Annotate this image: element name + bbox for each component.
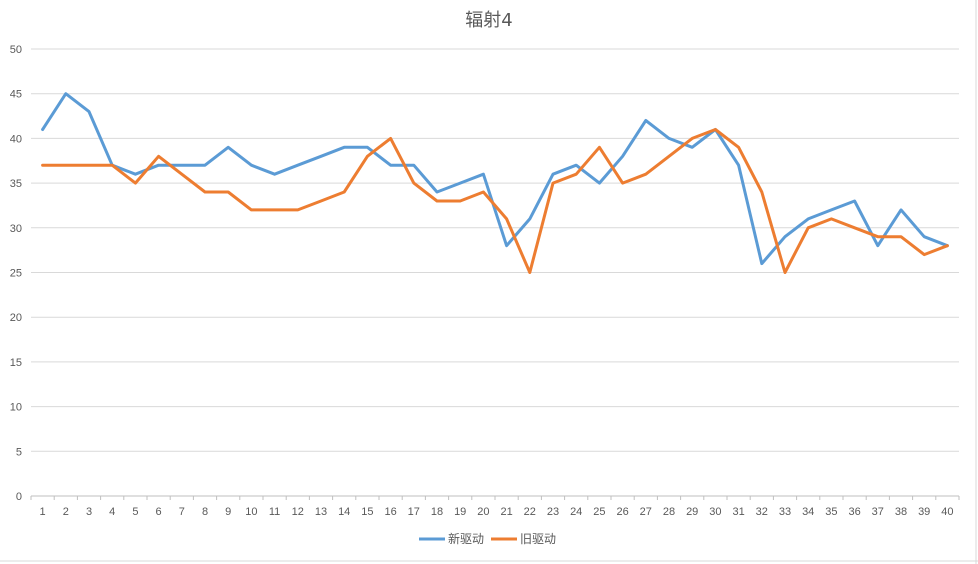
x-tick-label: 34 — [802, 506, 814, 518]
series-line-2 — [41, 128, 949, 274]
series-lines — [41, 92, 949, 274]
x-tick-label: 40 — [941, 506, 953, 518]
y-tick-label: 40 — [10, 133, 22, 145]
x-tick-label: 20 — [477, 506, 489, 518]
x-tick-label: 22 — [524, 506, 536, 518]
y-tick-label: 15 — [10, 357, 22, 369]
x-tick-label: 16 — [384, 506, 396, 518]
x-tick-label: 1 — [40, 506, 46, 518]
x-tick-label: 3 — [86, 506, 92, 518]
x-tick-label: 17 — [408, 506, 420, 518]
x-tick-label: 7 — [179, 506, 185, 518]
chart-title: 辐射4 — [465, 10, 512, 31]
x-tick-label: 6 — [156, 506, 162, 518]
y-tick-label: 20 — [10, 312, 22, 324]
y-tick-label: 50 — [10, 44, 22, 56]
x-tick-label: 15 — [361, 506, 373, 518]
x-tick-label: 38 — [895, 506, 907, 518]
x-tick-label: 8 — [202, 506, 208, 518]
x-tick-label: 31 — [732, 506, 744, 518]
x-tick-label: 35 — [825, 506, 837, 518]
legend: 新驱动 旧驱动 — [419, 531, 556, 546]
x-tick-label: 10 — [245, 506, 257, 518]
x-tick-label: 39 — [918, 506, 930, 518]
x-tick-label: 24 — [570, 506, 582, 518]
x-tick-label: 2 — [63, 506, 69, 518]
x-tick-label: 9 — [225, 506, 231, 518]
x-tick-label: 4 — [109, 506, 115, 518]
x-tick-label: 14 — [338, 506, 350, 518]
x-tick-label: 30 — [709, 506, 721, 518]
x-tick-label: 32 — [756, 506, 768, 518]
legend-label: 旧驱动 — [520, 532, 556, 546]
x-tick-label: 19 — [454, 506, 466, 518]
x-tick-label: 33 — [779, 506, 791, 518]
y-tick-label: 30 — [10, 223, 22, 235]
x-tick-label: 28 — [663, 506, 675, 518]
x-tick-label: 5 — [132, 506, 138, 518]
y-tick-label: 25 — [10, 268, 22, 280]
x-tick-label: 11 — [269, 506, 280, 518]
x-tick-label: 23 — [547, 506, 559, 518]
x-tick-label: 13 — [315, 506, 327, 518]
gridlines — [31, 48, 959, 497]
x-tick-label: 29 — [686, 506, 698, 518]
x-tick-label: 25 — [593, 506, 605, 518]
y-tick-label: 35 — [10, 178, 22, 190]
x-tick-label: 36 — [848, 506, 860, 518]
x-axis-ticks: 1 2 3 4 5 6 7 8 9 10 11 12 13 14 15 16 17 18 19 20 21 22 23 24 2… — [30, 496, 960, 518]
y-axis-ticks: 0 5 10 15 20 25 30 35 40 45 50 — [10, 44, 22, 503]
series-line-1 — [41, 92, 949, 266]
y-tick-label: 0 — [16, 491, 22, 503]
legend-label: 新驱动 — [448, 531, 484, 546]
x-tick-label: 21 — [500, 506, 512, 518]
y-tick-label: 10 — [10, 402, 22, 414]
x-tick-label: 37 — [872, 506, 884, 518]
y-tick-label: 45 — [10, 89, 22, 101]
y-tick-label: 5 — [16, 446, 22, 458]
x-tick-label: 26 — [616, 506, 628, 518]
x-tick-label: 18 — [431, 506, 443, 518]
x-tick-label: 27 — [640, 506, 652, 518]
x-tick-label: 12 — [292, 506, 304, 518]
